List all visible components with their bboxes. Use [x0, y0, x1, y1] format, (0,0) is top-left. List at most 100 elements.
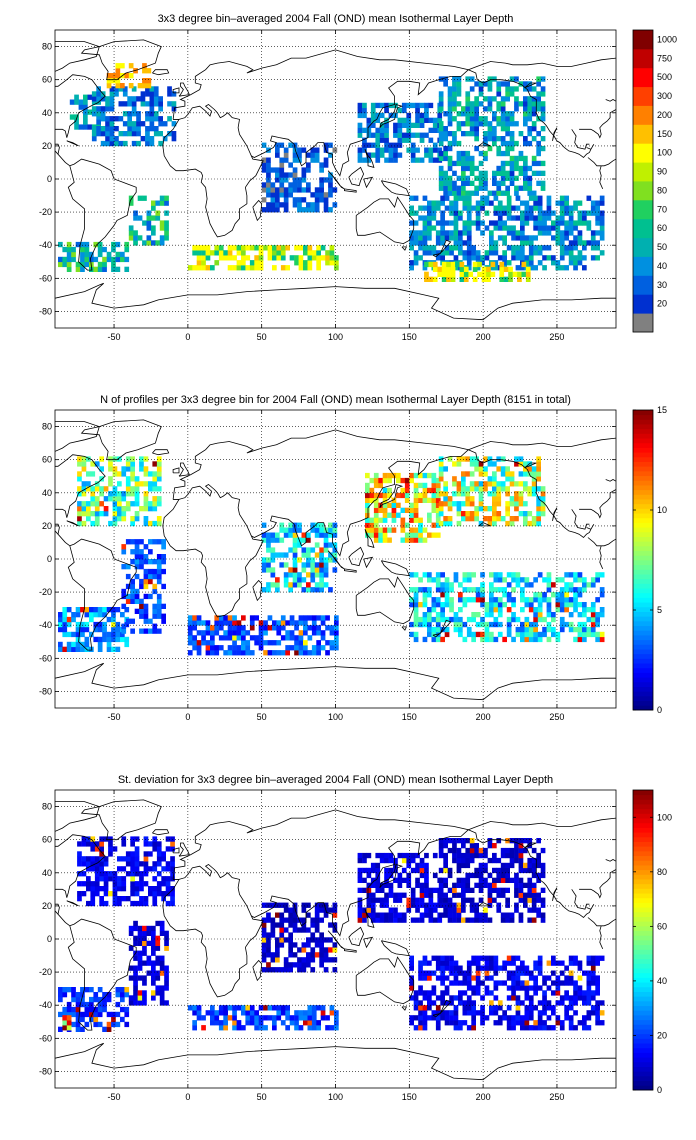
data-cell [393, 877, 398, 883]
data-cell [523, 486, 528, 492]
data-cell [509, 131, 515, 137]
data-cell [419, 892, 425, 898]
data-cell [444, 220, 450, 226]
data-cell [418, 482, 423, 489]
data-cell [261, 532, 267, 538]
data-cell [453, 1015, 459, 1021]
data-cell [450, 276, 456, 282]
data-cell [461, 843, 466, 849]
data-cell [590, 612, 596, 618]
data-cell [388, 112, 394, 119]
data-cell [146, 210, 152, 216]
data-cell [496, 907, 502, 913]
data-cell [518, 857, 524, 864]
data-cell [245, 645, 251, 651]
x-tick-label: 200 [476, 332, 491, 342]
data-cell [515, 975, 521, 981]
data-cell [518, 491, 524, 497]
data-cell [559, 980, 565, 986]
data-cell [261, 587, 267, 593]
data-cell [440, 995, 445, 1001]
data-cell [480, 230, 485, 236]
data-cell [493, 597, 499, 603]
data-cell [283, 552, 289, 558]
data-cell [452, 86, 457, 92]
data-cell [441, 271, 447, 277]
data-cell [218, 250, 224, 256]
data-cell [497, 200, 503, 206]
data-cell [524, 636, 530, 643]
data-cell [137, 1000, 143, 1006]
data-cell [455, 261, 460, 268]
data-cell [75, 641, 81, 648]
data-cell [115, 68, 121, 74]
data-cell [81, 506, 87, 512]
data-cell [452, 857, 457, 864]
data-cell [437, 112, 443, 119]
data-cell [505, 150, 510, 157]
data-cell [415, 867, 420, 874]
data-cell [438, 897, 444, 903]
data-cell [458, 245, 463, 251]
data-cell [466, 572, 472, 578]
data-cell [518, 847, 524, 854]
data-cell [564, 572, 569, 578]
data-cell [406, 882, 412, 888]
data-cell [449, 980, 454, 986]
data-cell [401, 107, 407, 114]
data-cell [432, 122, 438, 128]
data-cell [323, 157, 329, 163]
data-cell [480, 1020, 485, 1026]
data-cell [496, 501, 502, 507]
data-cell [419, 132, 425, 138]
data-cell [518, 481, 524, 487]
data-cell [492, 136, 497, 142]
data-cell [542, 995, 547, 1001]
data-cell [471, 255, 476, 261]
data-cell [586, 240, 592, 246]
coastline [80, 419, 162, 461]
data-cell [415, 102, 420, 109]
data-cell [159, 920, 165, 927]
data-cell [373, 507, 379, 513]
data-cell [249, 1020, 255, 1026]
data-cell [133, 235, 138, 241]
data-cell [469, 872, 475, 879]
data-cell [493, 250, 499, 256]
data-cell [520, 970, 525, 976]
coastline [524, 842, 537, 849]
data-cell [555, 240, 561, 246]
data-cell [272, 1020, 277, 1026]
data-cell [375, 112, 381, 119]
data-cell [458, 1025, 463, 1031]
data-cell [139, 456, 144, 462]
data-cell [214, 650, 220, 656]
data-cell [489, 1005, 494, 1011]
x-tick-label: -50 [108, 332, 121, 342]
data-cell [298, 620, 304, 626]
data-cell [261, 917, 267, 923]
data-cell [546, 1005, 552, 1011]
data-cell [465, 175, 471, 181]
data-cell [117, 876, 122, 882]
data-cell [71, 992, 76, 998]
data-cell [125, 593, 131, 600]
data-cell [117, 896, 122, 902]
data-cell [258, 245, 264, 251]
data-cell [320, 635, 326, 641]
data-cell [537, 970, 543, 976]
data-cell [301, 172, 307, 178]
data-cell [130, 628, 135, 634]
data-cell [419, 122, 425, 128]
data-cell [462, 1020, 468, 1026]
data-cell [152, 461, 158, 467]
data-cell [89, 996, 94, 1003]
data-cell [245, 1010, 251, 1016]
data-cell [431, 472, 437, 479]
data-cell [323, 192, 329, 198]
data-cell [375, 912, 381, 918]
data-cell [443, 867, 448, 874]
data-cell [122, 121, 128, 127]
colorbar-swatch [633, 935, 653, 941]
data-cell [500, 116, 506, 122]
